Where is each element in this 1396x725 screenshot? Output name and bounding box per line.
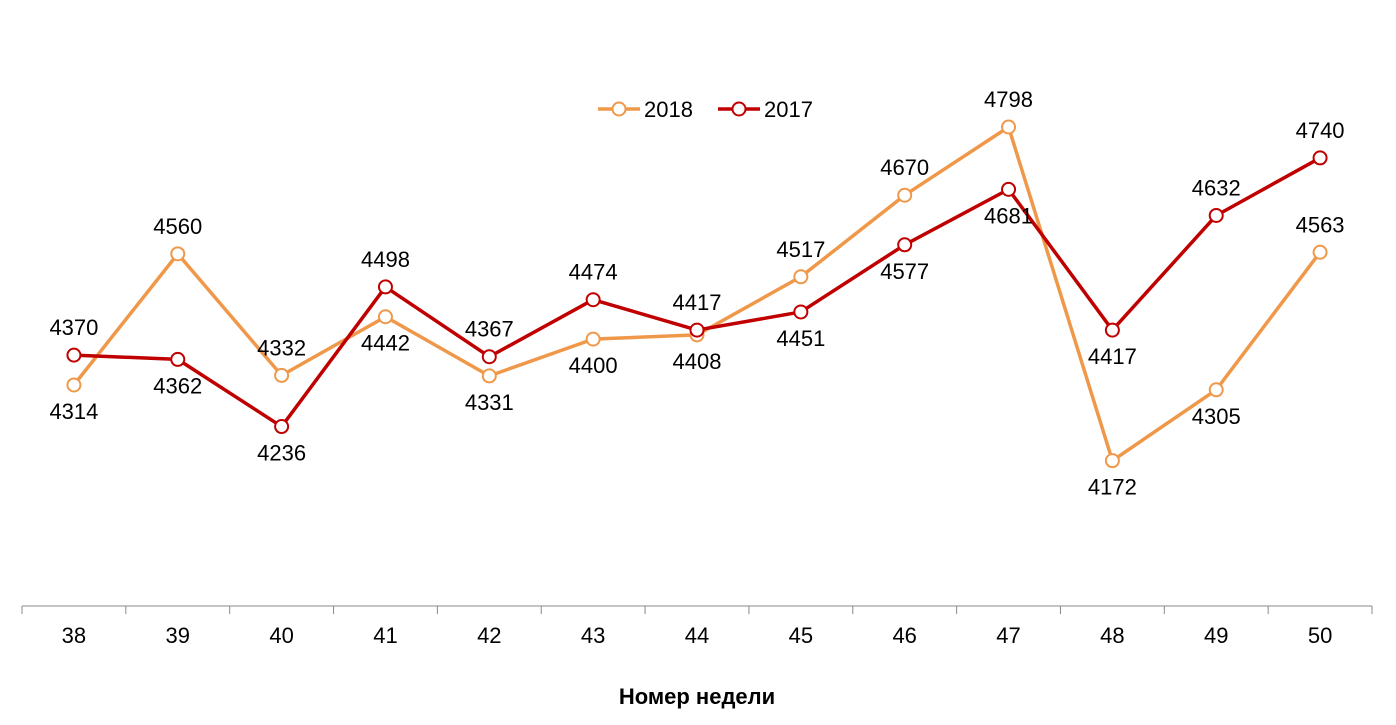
data-point <box>274 367 290 383</box>
data-point <box>585 292 601 308</box>
data-point <box>585 331 601 347</box>
x-tick-label: 44 <box>685 623 709 648</box>
data-point <box>689 322 705 338</box>
data-label: 4517 <box>776 237 825 262</box>
legend-label: 2017 <box>764 97 813 122</box>
data-point <box>66 347 82 363</box>
x-tick-label: 49 <box>1204 623 1228 648</box>
legend-label: 2018 <box>644 97 693 122</box>
legend-item-2017: 2017 <box>718 97 813 122</box>
data-label: 4236 <box>257 441 306 466</box>
data-label: 4560 <box>153 214 202 239</box>
data-label: 4670 <box>880 155 929 180</box>
x-tick-label: 46 <box>892 623 916 648</box>
data-label: 4331 <box>465 390 514 415</box>
x-tick-label: 39 <box>166 623 190 648</box>
data-point <box>66 377 82 393</box>
legend-marker-icon <box>611 101 627 117</box>
x-axis: 38 39 40 41 42 43 44 45 46 47 48 49 50 <box>21 605 1373 648</box>
data-label: 4332 <box>257 335 306 360</box>
legend-marker-icon <box>731 101 747 117</box>
data-label: 4305 <box>1192 404 1241 429</box>
data-label: 4408 <box>673 349 722 374</box>
data-point <box>793 269 809 285</box>
data-label: 4681 <box>984 203 1033 228</box>
series-group: 4314 4560 4332 4442 4331 4400 4408 4517 4670 4798… <box>49 87 1344 500</box>
data-label: 4417 <box>673 290 722 315</box>
legend-item-2018: 2018 <box>598 97 693 122</box>
series-points-2018: 4314 4560 4332 4442 4331 4400 4408 4517 4670 4798… <box>49 87 1344 500</box>
x-tick-label: 47 <box>996 623 1020 648</box>
data-point <box>377 309 393 325</box>
data-point <box>1104 453 1120 469</box>
data-point <box>1208 207 1224 223</box>
data-label: 4474 <box>569 260 618 285</box>
data-label: 4362 <box>153 373 202 398</box>
data-point <box>897 187 913 203</box>
data-label: 4740 <box>1296 118 1345 143</box>
x-tick-label: 50 <box>1308 623 1332 648</box>
data-point <box>1312 244 1328 260</box>
data-label: 4798 <box>984 87 1033 112</box>
x-tick-label: 43 <box>581 623 605 648</box>
data-label: 4314 <box>49 399 98 424</box>
data-label: 4417 <box>1088 344 1137 369</box>
x-tick-label: 40 <box>269 623 293 648</box>
data-point <box>1001 181 1017 197</box>
data-label: 4498 <box>361 247 410 272</box>
data-point <box>377 279 393 295</box>
data-point <box>897 237 913 253</box>
data-point <box>793 304 809 320</box>
data-point <box>1104 322 1120 338</box>
data-label: 4451 <box>776 326 825 351</box>
data-label: 4400 <box>569 353 618 378</box>
series-points-2017: 4370 4362 4236 4498 4367 4474 4417 4451 4577 4681… <box>49 118 1344 466</box>
data-label: 4632 <box>1192 175 1241 200</box>
data-label: 4172 <box>1088 475 1137 500</box>
data-point <box>481 368 497 384</box>
data-point <box>170 351 186 367</box>
data-point <box>1312 150 1328 166</box>
x-tick-label: 48 <box>1100 623 1124 648</box>
data-label: 4577 <box>880 259 929 284</box>
data-point <box>1208 382 1224 398</box>
x-tick-label: 41 <box>373 623 397 648</box>
data-label: 4563 <box>1296 212 1345 237</box>
data-label: 4442 <box>361 331 410 356</box>
data-point <box>1001 119 1017 135</box>
x-tick-label: 45 <box>789 623 813 648</box>
x-tick-label: 42 <box>477 623 501 648</box>
data-label: 4367 <box>465 317 514 342</box>
data-point <box>170 246 186 262</box>
data-point <box>274 419 290 435</box>
x-axis-title: Номер недели <box>619 684 775 709</box>
data-point <box>481 349 497 365</box>
x-tick-label: 38 <box>62 623 86 648</box>
data-label: 4370 <box>49 315 98 340</box>
legend: 2018 2017 <box>598 97 813 122</box>
